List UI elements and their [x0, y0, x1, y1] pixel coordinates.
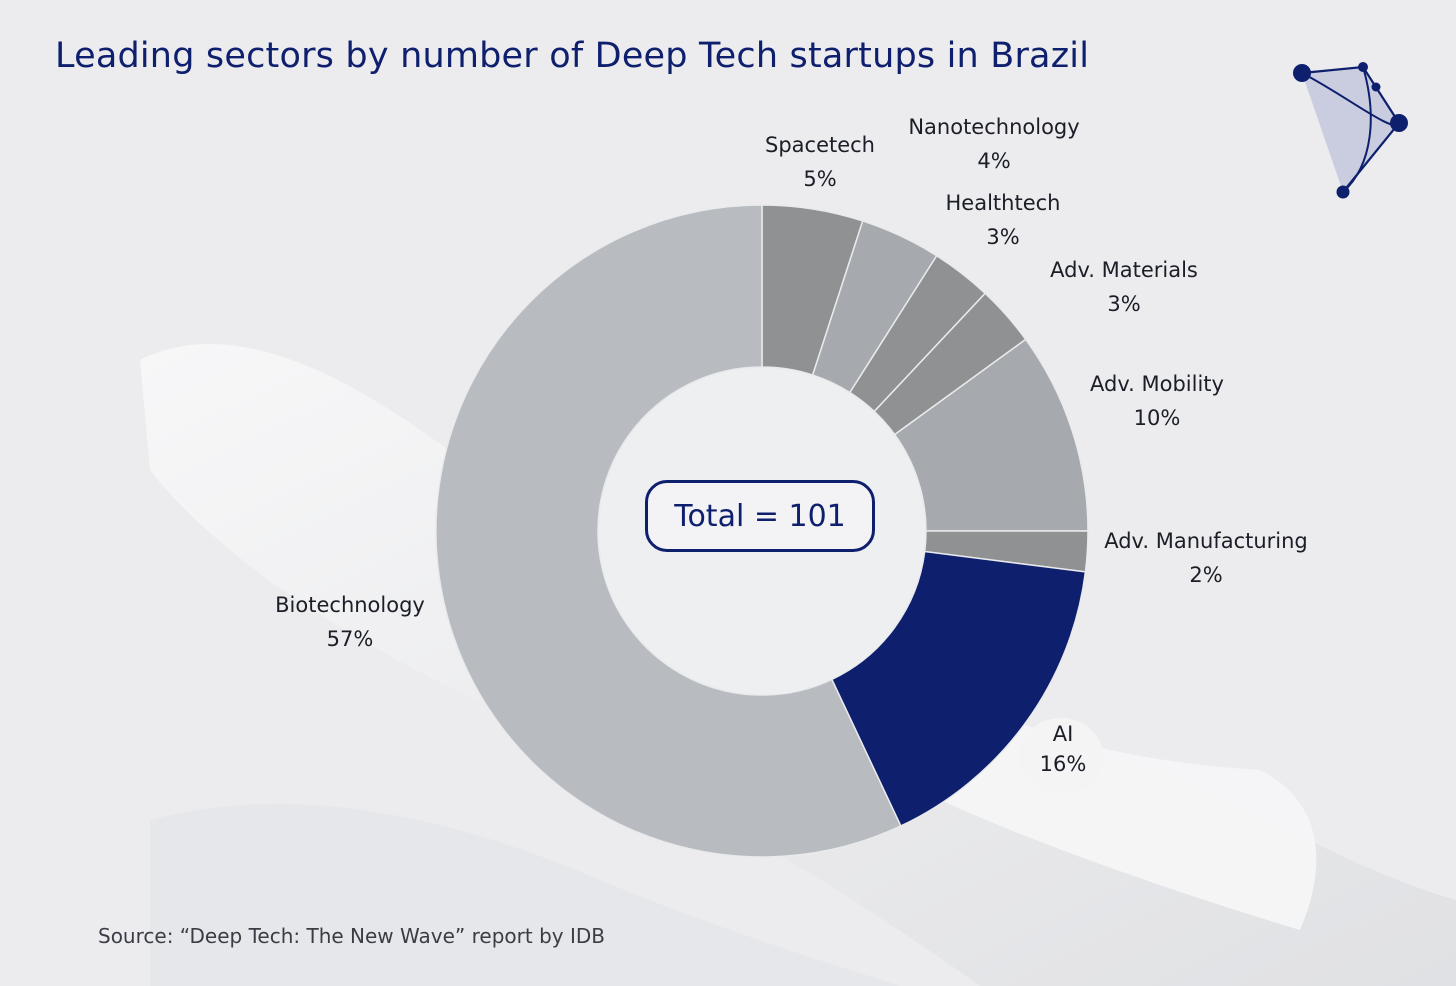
slice-label-biotechnology: Biotechnology 57% — [275, 588, 425, 656]
brand-logo-icon — [1293, 62, 1408, 199]
slice-value: 5% — [803, 167, 837, 191]
slice-name: Adv. Materials — [1050, 258, 1198, 282]
chart-title: Leading sectors by number of Deep Tech s… — [55, 36, 1090, 76]
slice-value: 3% — [986, 225, 1020, 249]
slice-name: Healthtech — [945, 191, 1061, 215]
slice-name: Nanotechnology — [908, 115, 1080, 139]
source-note: Source: “Deep Tech: The New Wave” report… — [98, 924, 605, 948]
slice-name: Biotechnology — [275, 593, 425, 617]
slice-name: Spacetech — [764, 133, 876, 157]
slice-biotechnology — [435, 204, 902, 858]
slice-label-healthtech: Healthtech 3% — [946, 186, 1061, 254]
slice-label-adv-mobility: Adv. Mobility 10% — [1090, 367, 1224, 435]
slice-value: 3% — [1107, 292, 1141, 316]
slice-label-spacetech: Spacetech 5% — [765, 128, 875, 196]
slice-value: 2% — [1189, 563, 1223, 587]
slice-label-adv-materials: Adv. Materials 3% — [1050, 253, 1198, 321]
slice-value: 16% — [1039, 752, 1087, 776]
slice-label-nanotechnology: Nanotechnology 4% — [908, 110, 1079, 178]
slice-value: 57% — [326, 627, 374, 651]
total-count-badge: Total = 101 — [645, 480, 875, 552]
slice-ai — [830, 550, 1087, 827]
slice-name: AI — [1052, 722, 1074, 746]
slice-name: Adv. Manufacturing — [1104, 529, 1308, 553]
slice-value: 10% — [1133, 406, 1181, 430]
ai-label-highlight — [1019, 718, 1103, 794]
slice-value: 4% — [977, 149, 1011, 173]
slice-label-adv-manufacturing: Adv. Manufacturing 2% — [1104, 524, 1308, 592]
slice-name: Adv. Mobility — [1090, 372, 1224, 396]
slice-label-ai: AI 16% — [1040, 719, 1087, 779]
